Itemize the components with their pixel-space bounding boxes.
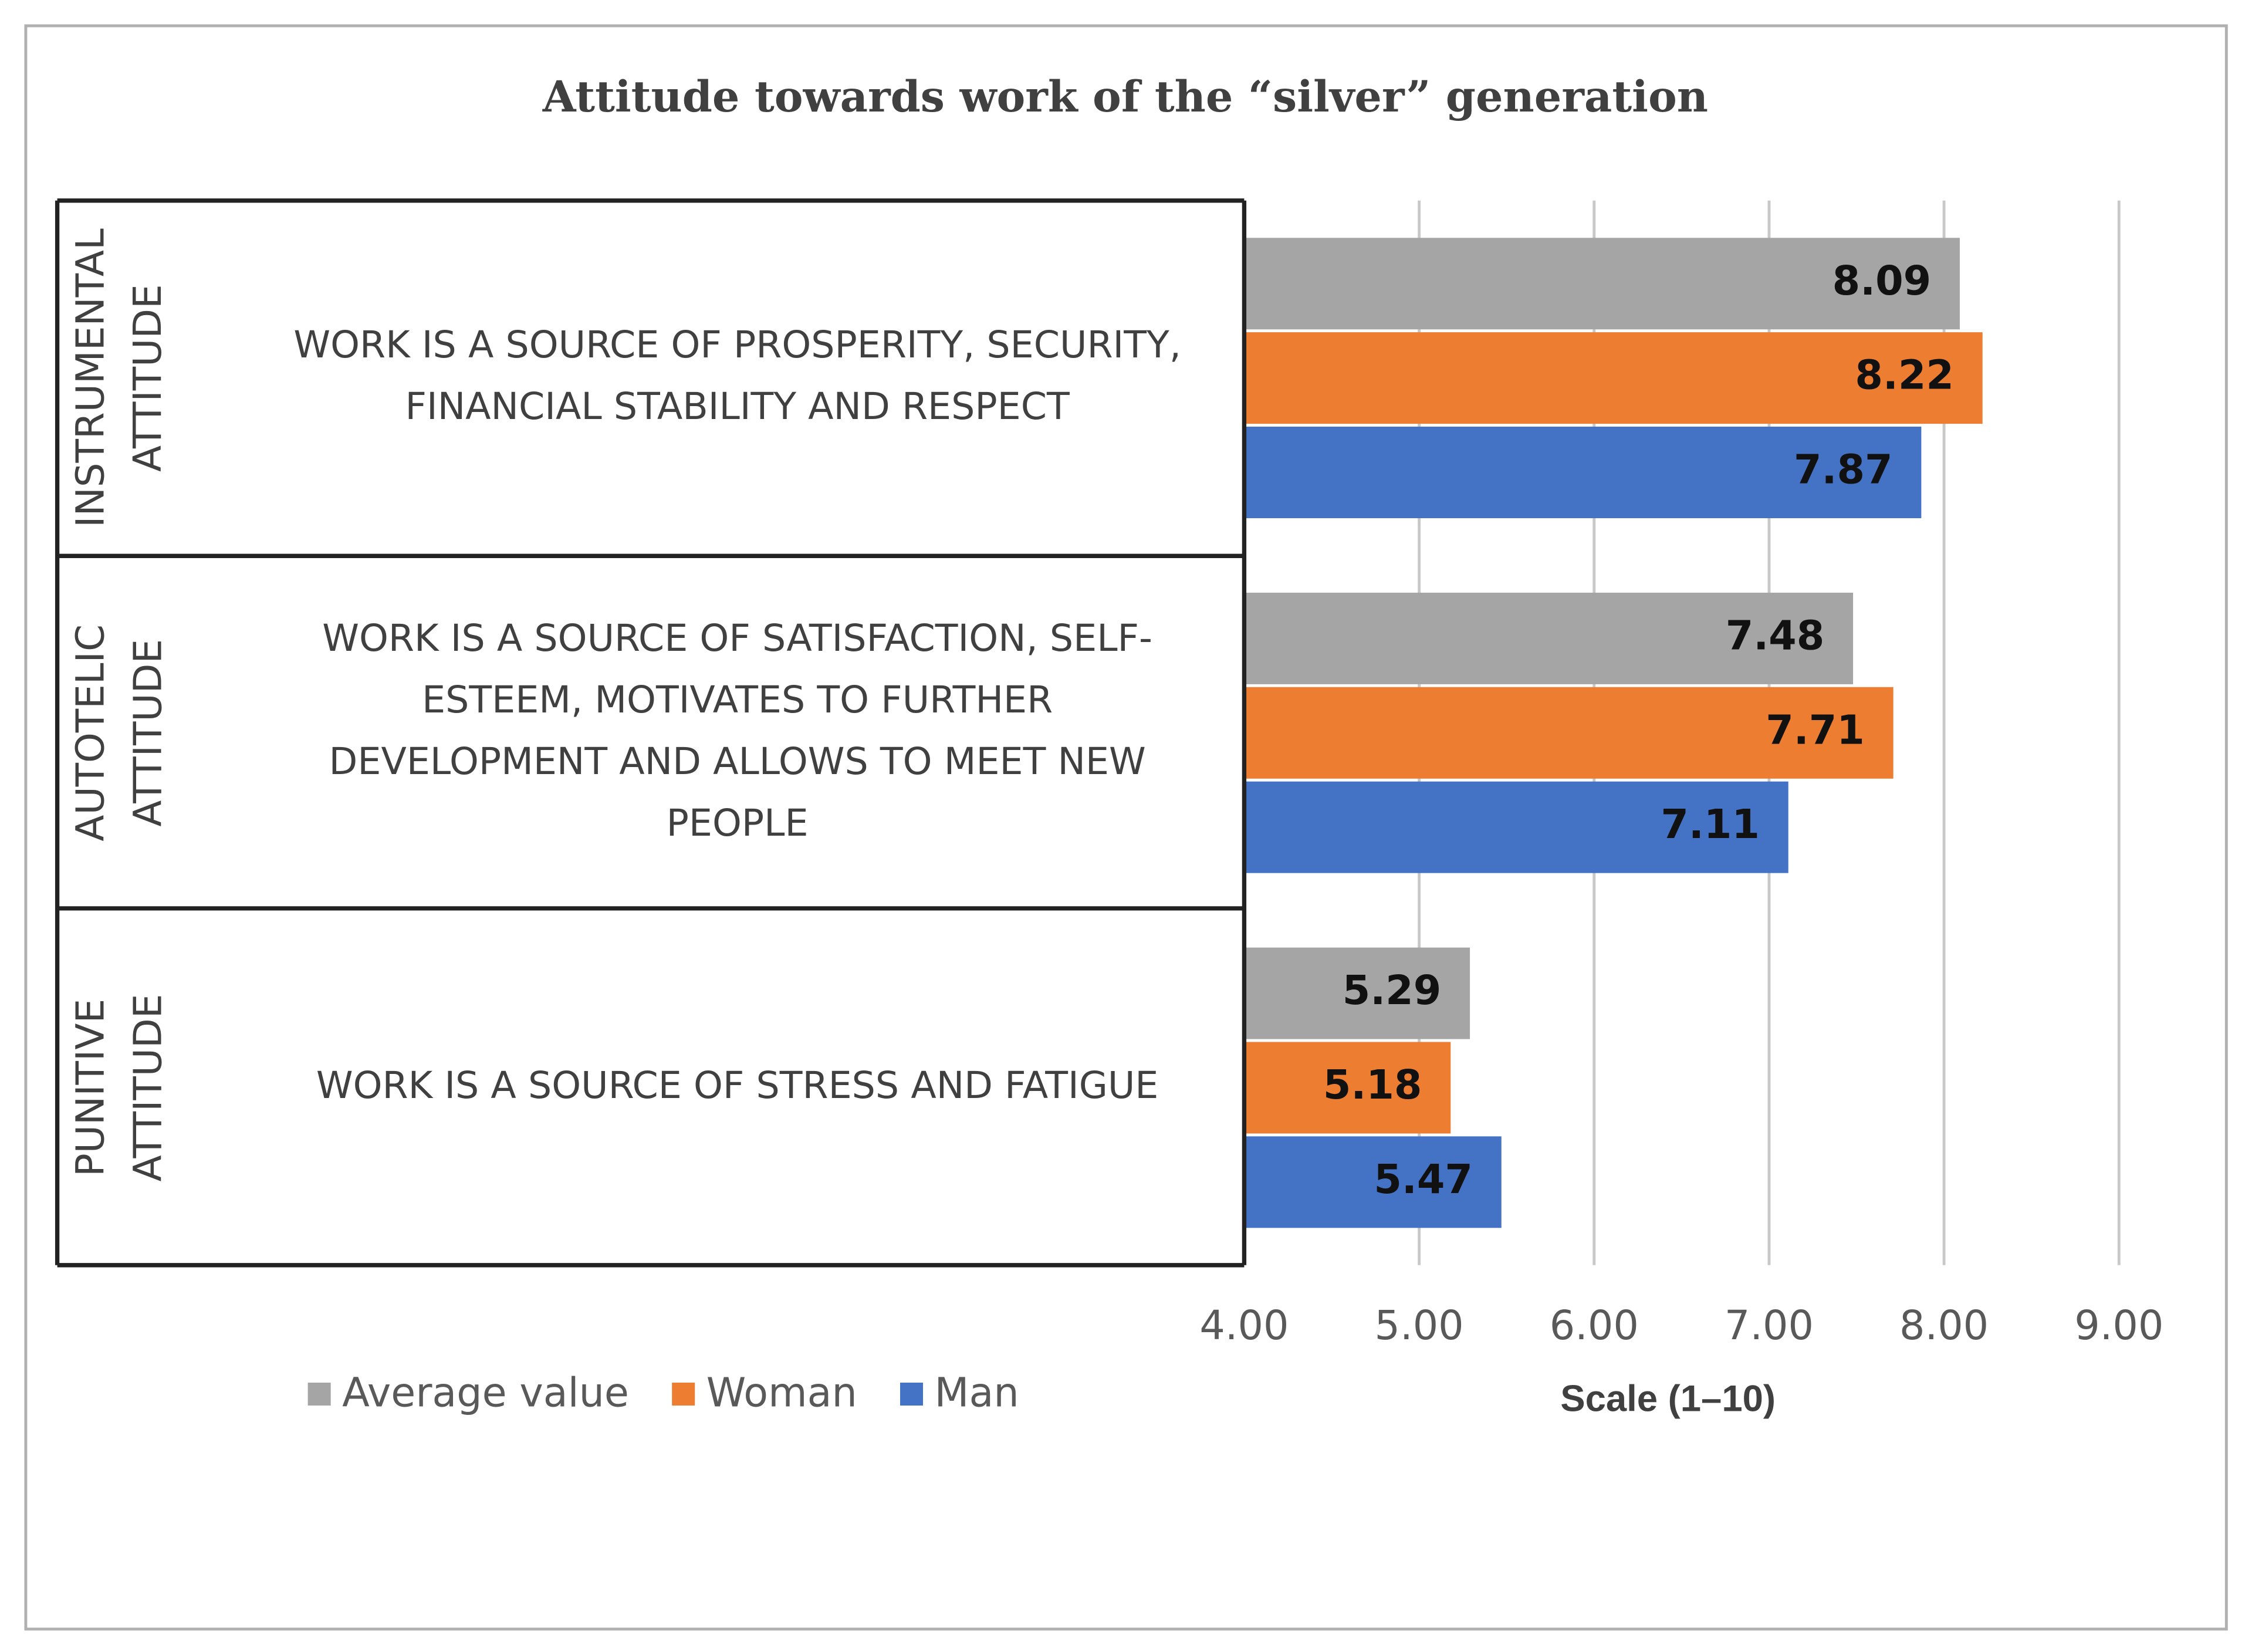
bar xyxy=(1244,687,1894,779)
bar xyxy=(1244,1136,1502,1228)
bar xyxy=(1244,947,1470,1039)
chart-title: Attitude towards work of the “silver” ge… xyxy=(542,72,1708,122)
group-label: ATTITUDE xyxy=(125,284,170,472)
legend-swatch xyxy=(307,1383,331,1406)
x-tick-label: 9.00 xyxy=(2074,1303,2163,1349)
group-label: AUTOTELIC xyxy=(68,624,113,842)
labels: 4.00 5.00 6.00 7.00 8.00 9.00 INSTRUMENTAL ATTI… xyxy=(68,228,2164,1417)
legend-label: Man xyxy=(935,1370,1019,1417)
category-label: WORK IS A SOURCE OF SATISFACTION, SELF- xyxy=(322,616,1152,660)
x-tick-label: 5.00 xyxy=(1375,1303,1464,1349)
value-label: 5.47 xyxy=(1374,1157,1473,1203)
value-label: 7.87 xyxy=(1794,447,1893,494)
bar xyxy=(1244,332,1983,424)
value-label: 7.71 xyxy=(1766,707,1865,754)
value-label: 5.18 xyxy=(1323,1062,1422,1109)
group-label: PUNITIVE xyxy=(68,999,113,1177)
bar xyxy=(1244,427,1922,518)
legend-label: Average value xyxy=(342,1370,629,1417)
category-label: FINANCIAL STABILITY AND RESPECT xyxy=(405,384,1070,428)
bar xyxy=(1244,1042,1451,1134)
x-tick-label: 8.00 xyxy=(1899,1303,1989,1349)
category-label: ESTEEM, MOTIVATES TO FURTHER xyxy=(422,678,1053,721)
group-label: ATTITUDE xyxy=(125,994,170,1182)
value-label: 8.09 xyxy=(1832,258,1932,305)
group-label: INSTRUMENTAL xyxy=(68,228,113,528)
bar xyxy=(1244,238,1960,330)
x-tick-label: 7.00 xyxy=(1725,1303,1814,1349)
value-label: 7.11 xyxy=(1661,802,1760,848)
category-label: PEOPLE xyxy=(667,801,809,844)
value-label: 7.48 xyxy=(1726,613,1825,659)
legend-swatch xyxy=(672,1383,695,1406)
x-tick-label: 6.00 xyxy=(1550,1303,1639,1349)
legend-swatch xyxy=(900,1383,924,1406)
bars: 8.09 8.22 7.87 7.48 7.71 7.11 5.29 5.18 5.47 xyxy=(1244,238,1983,1228)
table xyxy=(55,198,1247,1268)
bar xyxy=(1244,781,1788,873)
x-axis-title: Scale (1–10) xyxy=(1560,1378,1776,1419)
bar xyxy=(1244,592,1854,684)
value-label: 8.22 xyxy=(1855,353,1954,399)
category-label: WORK IS A SOURCE OF STRESS AND FATIGUE xyxy=(316,1063,1158,1107)
group-label: ATTITUDE xyxy=(125,639,170,827)
category-label: DEVELOPMENT AND ALLOWS TO MEET NEW xyxy=(329,739,1146,783)
category-label: WORK IS A SOURCE OF PROSPERITY, SECURITY… xyxy=(293,323,1181,366)
x-tick-label: 4.00 xyxy=(1199,1303,1289,1349)
value-label: 5.29 xyxy=(1343,968,1442,1014)
legend-label: Woman xyxy=(706,1370,857,1417)
